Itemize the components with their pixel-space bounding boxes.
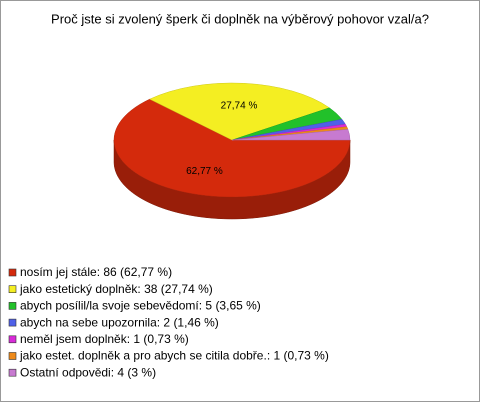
slice-label: 27,74 % bbox=[221, 101, 258, 112]
legend-label: jako estetický doplněk: 38 (27,74 %) bbox=[19, 282, 213, 296]
legend-label: jako estet. doplněk a pro abych se citil… bbox=[19, 349, 329, 363]
legend-label: abych posílil/la svoje sebevědomí: 5 (3,… bbox=[20, 299, 261, 313]
legend-swatch bbox=[8, 352, 17, 360]
legend-label: abych na sebe upozornila: 2 (1,46 %) bbox=[20, 315, 219, 329]
legend-swatch bbox=[8, 368, 17, 377]
slice-label: 62,77 % bbox=[186, 166, 223, 177]
pie-slice bbox=[231, 129, 351, 141]
legend-swatch bbox=[8, 318, 17, 327]
legend-swatch bbox=[8, 302, 17, 310]
legend-label: Ostatní odpovědi: 4 (3 %) bbox=[20, 365, 156, 379]
chart-title: Proč jste si zvolený šperk či doplněk na… bbox=[51, 11, 429, 26]
pie-slice bbox=[149, 82, 330, 141]
legend-swatch bbox=[8, 335, 17, 344]
legend-swatch bbox=[8, 268, 17, 277]
legend-swatch bbox=[8, 285, 17, 294]
legend-label: nosím jej stále: 86 (62,77 %) bbox=[20, 265, 172, 279]
pie-slice bbox=[113, 98, 351, 198]
legend-label: neměl jsem doplněk: 1 (0,73 %) bbox=[20, 332, 189, 346]
